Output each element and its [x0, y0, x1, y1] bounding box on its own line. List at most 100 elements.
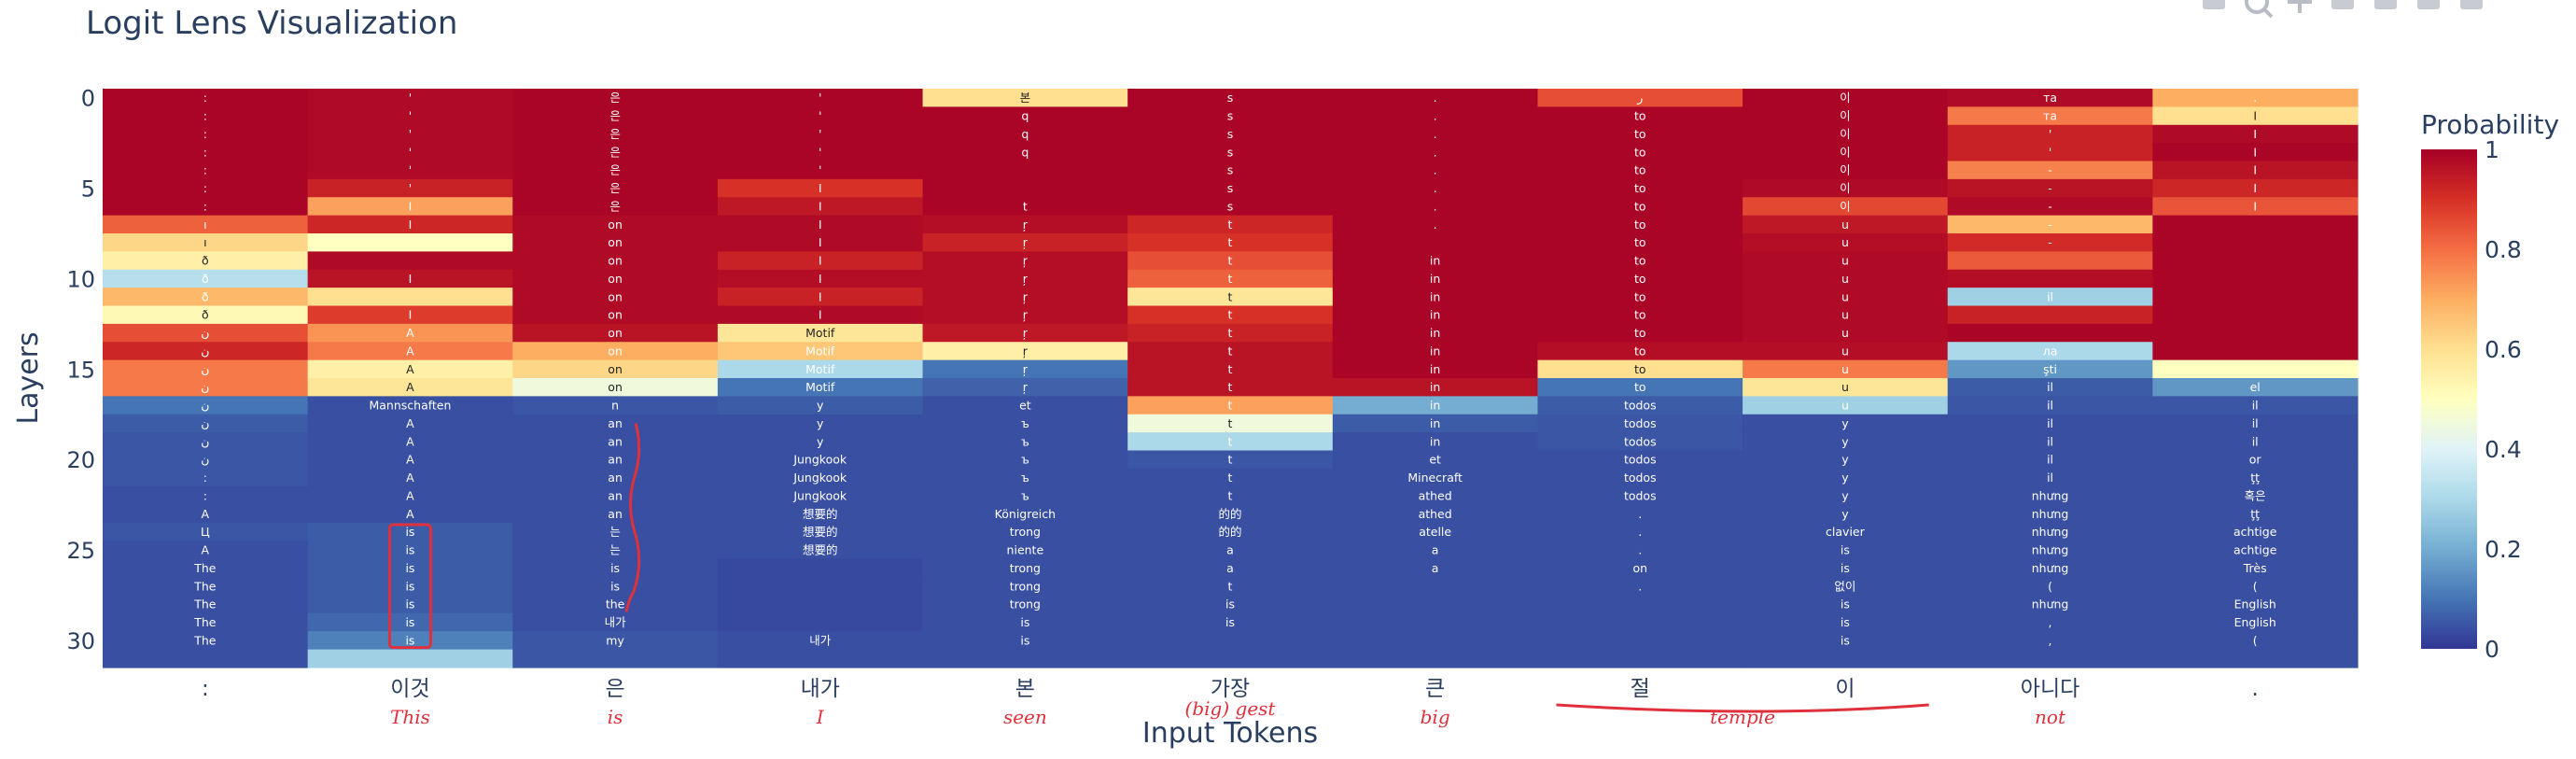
heatmap-cell[interactable]: [307, 359, 513, 379]
heatmap-cell[interactable]: [103, 504, 309, 524]
heatmap-cell[interactable]: [103, 541, 309, 560]
heatmap-cell[interactable]: [1743, 197, 1949, 217]
heatmap-cell[interactable]: [307, 504, 513, 524]
heatmap-cell[interactable]: [103, 269, 309, 288]
heatmap-cell[interactable]: [922, 342, 1128, 361]
heatmap-cell[interactable]: [922, 359, 1128, 379]
heatmap-cell[interactable]: [1537, 143, 1743, 162]
heatmap-cell[interactable]: [1947, 649, 2153, 668]
heatmap-cell[interactable]: [1332, 89, 1539, 107]
heatmap-cell[interactable]: [922, 486, 1128, 506]
heatmap-cell[interactable]: [512, 269, 719, 288]
heatmap-cell[interactable]: [2152, 378, 2359, 397]
heatmap-cell[interactable]: [1947, 288, 2153, 307]
heatmap-cell[interactable]: [1743, 143, 1949, 162]
heatmap-cell[interactable]: [307, 595, 513, 614]
heatmap-cell[interactable]: [1743, 323, 1949, 343]
heatmap-cell[interactable]: [1127, 342, 1334, 361]
heatmap-cell[interactable]: [1537, 288, 1743, 307]
heatmap-cell[interactable]: [717, 106, 924, 126]
heatmap-cell[interactable]: [922, 288, 1128, 307]
heatmap-cell[interactable]: [1537, 577, 1743, 597]
heatmap-cell[interactable]: [512, 450, 719, 470]
heatmap-cell[interactable]: [1127, 432, 1334, 452]
heatmap-cell[interactable]: [307, 161, 513, 180]
heatmap-cell[interactable]: [1947, 251, 2153, 271]
heatmap-cell[interactable]: [1332, 161, 1539, 180]
heatmap-cell[interactable]: [1127, 143, 1334, 162]
heatmap-cell[interactable]: [1127, 251, 1334, 271]
heatmap-cell[interactable]: [1947, 432, 2153, 452]
heatmap-cell[interactable]: [307, 378, 513, 397]
heatmap-cell[interactable]: [103, 558, 309, 578]
heatmap-cell[interactable]: [2152, 631, 2359, 651]
heatmap-cell[interactable]: [307, 89, 513, 107]
heatmap-cell[interactable]: [1332, 305, 1539, 325]
heatmap-cell[interactable]: [103, 414, 309, 433]
heatmap-cell[interactable]: [2152, 342, 2359, 361]
heatmap-cell[interactable]: [1743, 468, 1949, 487]
heatmap-cell[interactable]: [717, 342, 924, 361]
heatmap-cell[interactable]: [1947, 468, 2153, 487]
heatmap-cell[interactable]: [1332, 504, 1539, 524]
heatmap-cell[interactable]: [307, 523, 513, 541]
heatmap-cell[interactable]: [512, 305, 719, 325]
heatmap-cell[interactable]: [717, 233, 924, 252]
heatmap-cell[interactable]: [307, 396, 513, 415]
heatmap-cell[interactable]: [1947, 124, 2153, 144]
heatmap-cell[interactable]: [1947, 161, 2153, 180]
heatmap-cell[interactable]: [1127, 612, 1334, 632]
heatmap-cell[interactable]: [1947, 359, 2153, 379]
heatmap-cell[interactable]: [1743, 378, 1949, 397]
heatmap-cell[interactable]: [922, 612, 1128, 632]
heatmap-cell[interactable]: [717, 89, 924, 107]
heatmap-cell[interactable]: [1537, 558, 1743, 578]
heatmap-cell[interactable]: [1332, 378, 1539, 397]
heatmap-cell[interactable]: [922, 89, 1128, 107]
heatmap-cell[interactable]: [717, 541, 924, 560]
heatmap-cell[interactable]: [922, 504, 1128, 524]
heatmap-cell[interactable]: [717, 251, 924, 271]
heatmap-cell[interactable]: [1743, 215, 1949, 234]
heatmap-cell[interactable]: [1332, 577, 1539, 597]
heatmap-cell[interactable]: [512, 595, 719, 614]
heatmap-cell[interactable]: [1537, 89, 1743, 107]
heatmap-cell[interactable]: [1947, 486, 2153, 506]
heatmap-cell[interactable]: [1127, 89, 1334, 107]
heatmap-cell[interactable]: [922, 124, 1128, 144]
heatmap-cell[interactable]: [2152, 595, 2359, 614]
heatmap-cell[interactable]: [1537, 342, 1743, 361]
heatmap-cell[interactable]: [103, 523, 309, 541]
heatmap-cell[interactable]: [1947, 215, 2153, 234]
heatmap-cell[interactable]: [717, 612, 924, 632]
heatmap-cell[interactable]: [103, 450, 309, 470]
heatmap-cell[interactable]: [1537, 124, 1743, 144]
heatmap-cell[interactable]: [717, 197, 924, 217]
heatmap-cell[interactable]: [1947, 89, 2153, 107]
heatmap-cell[interactable]: [2152, 305, 2359, 325]
heatmap-cell[interactable]: [2152, 106, 2359, 126]
heatmap-cell[interactable]: [1743, 612, 1949, 632]
heatmap-cell[interactable]: [103, 323, 309, 343]
heatmap-cell[interactable]: [103, 161, 309, 180]
heatmap-cell[interactable]: [1127, 178, 1334, 198]
heatmap-cell[interactable]: [922, 161, 1128, 180]
heatmap-cell[interactable]: [1947, 269, 2153, 288]
heatmap-cell[interactable]: [717, 631, 924, 651]
heatmap-cell[interactable]: [1537, 432, 1743, 452]
heatmap-cell[interactable]: [1127, 106, 1334, 126]
heatmap-cell[interactable]: [307, 215, 513, 234]
heatmap-cell[interactable]: [1127, 215, 1334, 234]
heatmap-cell[interactable]: [1127, 161, 1334, 180]
heatmap-cell[interactable]: [103, 106, 309, 126]
heatmap-cell[interactable]: [1127, 305, 1334, 325]
heatmap-cell[interactable]: [717, 323, 924, 343]
heatmap-cell[interactable]: [1743, 124, 1949, 144]
heatmap-cell[interactable]: [922, 577, 1128, 597]
heatmap-cell[interactable]: [1332, 414, 1539, 433]
heatmap-cell[interactable]: [1332, 197, 1539, 217]
zoom-icon[interactable]: [2245, 0, 2274, 19]
heatmap-cell[interactable]: [1947, 631, 2153, 651]
heatmap-cell[interactable]: [307, 305, 513, 325]
heatmap-cell[interactable]: [103, 649, 309, 668]
